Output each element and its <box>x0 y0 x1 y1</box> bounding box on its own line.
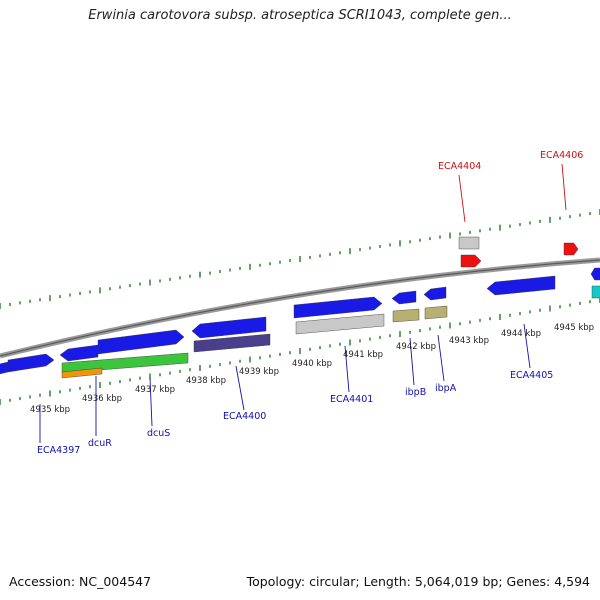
gene-labels[interactable]: ECA4397 dcuR dcuS ECA4400 ECA4401 ibpB ibpA ECA… <box>37 150 583 456</box>
gene-label-ibpB[interactable]: ibpB <box>405 387 426 398</box>
map-title: Erwinia carotovora subsp. atroseptica SC… <box>88 8 512 23</box>
gene-ECA4405 <box>486 275 556 296</box>
gene-ibpB <box>391 290 417 305</box>
upper-scale-ticks <box>0 209 600 309</box>
gene-ECA4397 <box>7 353 55 373</box>
feature-ECA4404-gray <box>458 236 480 250</box>
feature-dcuS-green <box>61 352 189 374</box>
gene-partial <box>0 361 9 375</box>
gene-ECA4400 <box>191 316 267 339</box>
gene-label-ECA4404[interactable]: ECA4404 <box>438 161 481 172</box>
gene-label-ECA4400[interactable]: ECA4400 <box>223 411 266 422</box>
kbp-label: 4938 kbp <box>186 376 226 386</box>
backbone-edge <box>0 259 600 357</box>
kbp-label: 4935 kbp <box>30 405 70 415</box>
kbp-label: 4941 kbp <box>343 350 383 360</box>
accession-text: Accession: NC_004547 <box>9 574 152 589</box>
gene-ECA4404 <box>460 254 482 268</box>
gene-right-partial <box>590 267 600 281</box>
leader-line <box>235 365 245 411</box>
feature-ECA4401-gray <box>295 313 385 335</box>
leader-line <box>523 323 531 369</box>
feature-ibpB-olive <box>392 308 420 323</box>
kbp-label: 4942 kbp <box>396 342 436 352</box>
leader-line <box>149 377 153 427</box>
feature-ECA4400-purple <box>193 333 271 353</box>
kbp-label: 4944 kbp <box>501 329 541 339</box>
leader-line <box>344 345 350 393</box>
kbp-label: 4939 kbp <box>239 367 279 377</box>
gene-label-dcuR[interactable]: dcuR <box>88 438 112 449</box>
kbp-label: 4940 kbp <box>292 359 332 369</box>
gene-dcuS <box>97 329 185 355</box>
leader-line <box>409 337 415 386</box>
leader-line <box>561 163 567 211</box>
leader-line <box>437 334 445 382</box>
kbp-label: 4936 kbp <box>82 394 122 404</box>
gene-features[interactable] <box>0 236 600 379</box>
gene-ibpA <box>423 286 447 301</box>
lower-scale-ticks <box>0 297 600 405</box>
feature-cyan-partial <box>591 285 600 299</box>
gene-dcuR <box>59 344 99 362</box>
gene-label-dcuS[interactable]: dcuS <box>147 428 170 439</box>
kbp-label: 4943 kbp <box>449 336 489 346</box>
gene-label-ECA4397[interactable]: ECA4397 <box>37 445 80 456</box>
genome-stats-text: Topology: circular; Length: 5,064,019 bp… <box>246 574 590 589</box>
kbp-label: 4937 kbp <box>135 385 175 395</box>
gene-label-ECA4406[interactable]: ECA4406 <box>540 150 583 161</box>
feature-ibpA-olive <box>424 305 448 320</box>
gene-label-ibpA[interactable]: ibpA <box>435 383 457 394</box>
genome-backbone <box>0 257 600 359</box>
label-leader-lines <box>39 163 567 443</box>
gene-ECA4406 <box>563 242 579 256</box>
gene-label-ECA4405[interactable]: ECA4405 <box>510 370 553 381</box>
kbp-scale-labels: 4935 kbp 4936 kbp 4937 kbp 4938 kbp 4939 kbp… <box>30 323 594 415</box>
gene-ECA4401 <box>293 296 383 319</box>
gene-label-ECA4401[interactable]: ECA4401 <box>330 394 373 405</box>
leader-line <box>458 174 466 223</box>
feature-dcuR-orange <box>61 367 103 379</box>
kbp-label: 4945 kbp <box>554 323 594 333</box>
